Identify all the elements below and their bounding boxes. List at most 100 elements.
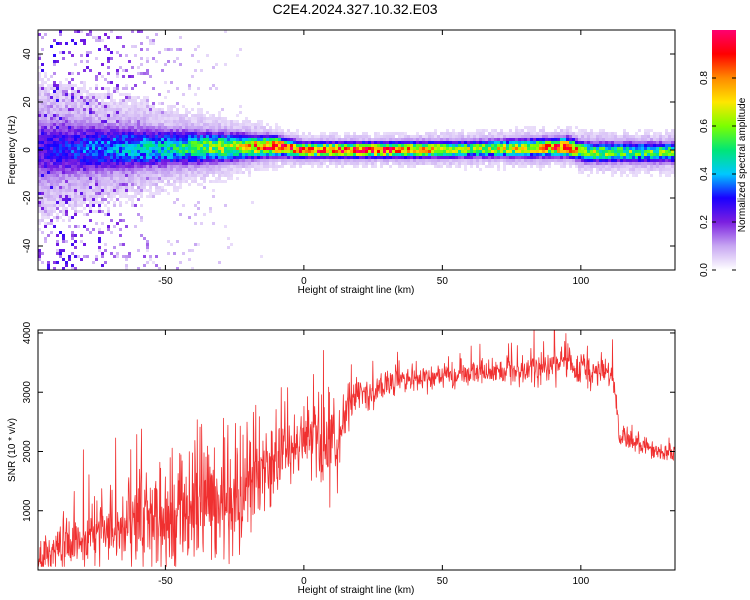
spectrogram-cell	[254, 153, 257, 156]
spectrogram-cell	[191, 156, 194, 159]
spectrogram-cell	[512, 141, 515, 144]
spectrogram-cell	[593, 141, 596, 144]
spectrogram-cell	[113, 144, 116, 147]
spectrogram-cell	[89, 138, 92, 141]
spectrogram-cell	[401, 159, 404, 162]
spectrogram-cell	[212, 156, 215, 159]
spectrogram-cell	[47, 126, 50, 129]
spectrogram-cell	[68, 225, 71, 228]
spectrogram-cell	[626, 147, 629, 150]
spectrogram-cell	[56, 60, 59, 63]
spectrogram-cell	[92, 150, 95, 153]
spectrogram-cell	[494, 159, 497, 162]
spectrogram-cell	[164, 138, 167, 141]
spectrogram-cell	[302, 153, 305, 156]
spectrogram-cell	[122, 255, 125, 258]
spectrogram-cell	[260, 156, 263, 159]
spectrogram-cell	[62, 165, 65, 168]
spectrogram-cell	[524, 156, 527, 159]
spectrogram-cell	[596, 141, 599, 144]
spectrogram-cell	[143, 108, 146, 111]
spectrogram-cell	[143, 117, 146, 120]
spectrogram-cell	[401, 132, 404, 135]
spectrogram-cell	[125, 120, 128, 123]
spectrogram-cell	[47, 174, 50, 177]
spectrogram-cell	[272, 129, 275, 132]
spectrogram-cell	[614, 138, 617, 141]
spectrogram-cell	[41, 108, 44, 111]
spectrogram-cell	[221, 129, 224, 132]
spectrogram-cell	[557, 147, 560, 150]
spectrogram-cell	[209, 138, 212, 141]
spectrogram-cell	[98, 237, 101, 240]
spectrogram-cell	[146, 162, 149, 165]
spectrogram-cell	[134, 177, 137, 180]
spectrogram-cell	[170, 108, 173, 111]
spectrogram-cell	[194, 48, 197, 51]
spectrogram-cell	[104, 132, 107, 135]
spectrogram-cell	[68, 150, 71, 153]
spectrogram-cell	[83, 126, 86, 129]
spectrogram-cell	[65, 186, 68, 189]
spectrogram-cell	[101, 114, 104, 117]
spectrogram-cell	[74, 117, 77, 120]
spectrogram-cell	[149, 120, 152, 123]
spectrogram-cell	[113, 108, 116, 111]
spectrogram-cell	[47, 138, 50, 141]
spectrogram-cell	[137, 105, 140, 108]
spectrogram-cell	[173, 180, 176, 183]
spectrogram-cell	[125, 111, 128, 114]
spectrogram-cell	[173, 117, 176, 120]
spectrogram-cell	[335, 156, 338, 159]
spectrogram-cell	[194, 141, 197, 144]
spectrogram-cell	[155, 255, 158, 258]
spectrogram-cell	[71, 165, 74, 168]
spectrogram-cell	[146, 156, 149, 159]
spectrogram-cell	[98, 165, 101, 168]
spectrogram-cell	[206, 111, 209, 114]
spectrogram-cell	[425, 135, 428, 138]
spectrogram-cell	[56, 114, 59, 117]
spectrogram-cell	[140, 117, 143, 120]
spectrogram-cell	[65, 111, 68, 114]
spectrogram-cell	[44, 108, 47, 111]
spectrogram-cell	[206, 168, 209, 171]
spectrogram-cell	[470, 135, 473, 138]
spectrogram-cell	[665, 174, 668, 177]
spectrogram-cell	[119, 54, 122, 57]
spectrogram-cell	[65, 168, 68, 171]
spectrogram-cell	[659, 135, 662, 138]
spectrogram-cell	[197, 159, 200, 162]
spectrogram-cell	[179, 150, 182, 153]
spectrogram-cell	[182, 156, 185, 159]
spectrogram-cell	[554, 141, 557, 144]
spectrogram-cell	[50, 75, 53, 78]
spectrogram-cell	[92, 138, 95, 141]
spectrogram-cell	[47, 153, 50, 156]
spectrogram-cell	[407, 147, 410, 150]
spectrogram-cell	[146, 126, 149, 129]
spectrogram-cell	[659, 150, 662, 153]
spectrogram-cell	[218, 138, 221, 141]
spectrogram-cell	[53, 156, 56, 159]
spectrogram-cell	[38, 177, 41, 180]
spectrogram-cell	[638, 147, 641, 150]
spectrogram-cell	[428, 135, 431, 138]
spectrogram-cell	[632, 168, 635, 171]
spectrogram-cell	[179, 162, 182, 165]
spectrogram-cell	[122, 147, 125, 150]
spectrogram-cell	[80, 141, 83, 144]
spectrogram-cell	[146, 165, 149, 168]
spectrogram-cell	[239, 135, 242, 138]
spectrogram-cell	[572, 150, 575, 153]
spectrogram-cell	[176, 177, 179, 180]
spectrogram-cell	[440, 144, 443, 147]
spectrogram-cell	[158, 114, 161, 117]
spectrogram-cell	[134, 108, 137, 111]
spectrogram-cell	[644, 150, 647, 153]
spectrogram-cell	[185, 114, 188, 117]
spectrogram-cell	[125, 126, 128, 129]
spectrogram-cell	[74, 192, 77, 195]
spectrogram-cell	[650, 159, 653, 162]
spectrogram-cell	[233, 171, 236, 174]
